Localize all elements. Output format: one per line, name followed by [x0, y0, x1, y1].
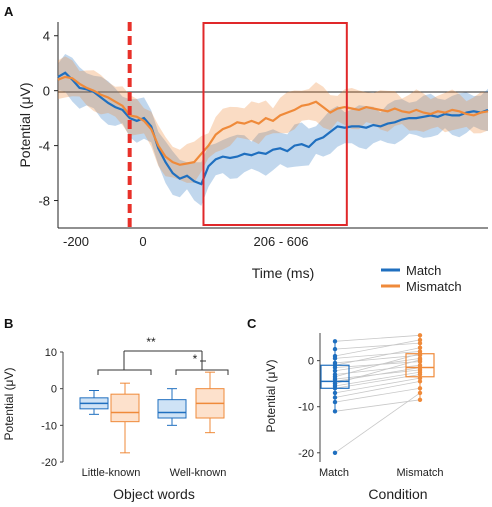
mismatch-point — [417, 365, 423, 370]
mismatch-point — [417, 375, 423, 381]
panel-a-label: A — [4, 4, 14, 19]
paired-line — [334, 387, 421, 403]
match-point — [332, 365, 338, 370]
legend-mismatch-label: Mismatch — [406, 279, 462, 294]
mismatch-point — [417, 351, 423, 356]
paired-line — [334, 357, 421, 372]
panel-c-label: C — [247, 316, 257, 331]
a-y-axis-title: Potential (μV) — [17, 82, 33, 167]
significance-star: * — [193, 352, 198, 366]
match-point — [332, 386, 338, 391]
significance-double-star: ** — [146, 335, 156, 349]
match-point — [332, 339, 338, 344]
c-category-match: Match — [319, 467, 349, 479]
b-box-mismatch — [110, 382, 140, 454]
b-ytick-label: 0 — [51, 384, 57, 396]
a-ytick-label: -4 — [38, 139, 50, 154]
paired-line — [334, 392, 421, 454]
paired-line — [334, 339, 421, 357]
a-ytick-label: 0 — [43, 84, 50, 99]
mismatch-point — [417, 340, 423, 346]
match-point — [332, 346, 338, 352]
b-category-little-known: Little-known — [82, 467, 141, 479]
a-ytick-label: -8 — [38, 194, 50, 209]
paired-line — [334, 347, 421, 366]
c-x-axis-title: Condition — [368, 486, 427, 502]
mismatch-point — [417, 333, 423, 338]
a-window-label: 206 - 606 — [254, 234, 309, 249]
panel-a-chart: 4 0 -4 -8 -200 0 206 - 606 Time (ms) Potent… — [17, 22, 489, 294]
a-xtick-label: 0 — [139, 234, 146, 249]
mismatch-point — [417, 337, 423, 343]
b-y-axis-title: Potential (μV) — [2, 368, 16, 441]
mismatch-series-line — [57, 75, 489, 166]
match-error-band — [58, 54, 488, 206]
mismatch-point — [417, 357, 423, 362]
mismatch-point — [417, 379, 423, 384]
legend-match-label: Match — [406, 263, 441, 278]
paired-line — [334, 380, 421, 398]
c-y-axis-title: Potential (μV) — [264, 360, 278, 433]
match-point — [332, 368, 338, 373]
b-box-match — [157, 388, 187, 426]
b-x-axis-title: Object words — [113, 486, 195, 502]
significance-brackets — [97, 350, 229, 375]
match-series-line — [57, 71, 489, 186]
c-category-mismatch: Mismatch — [396, 467, 443, 479]
time-window-box — [202, 22, 348, 226]
legend: Match Mismatch — [381, 263, 462, 294]
b-ytick-label: -20 — [41, 457, 57, 469]
mismatch-point — [417, 386, 423, 391]
paired-line — [334, 334, 421, 342]
b-ytick-label: -10 — [41, 420, 57, 432]
c-ytick-label: 0 — [308, 356, 314, 368]
c-ytick-label: -10 — [298, 402, 314, 414]
match-point — [332, 450, 338, 455]
mismatch-point — [417, 372, 423, 377]
c-ytick-label: -20 — [298, 448, 314, 460]
paired-line — [334, 377, 421, 394]
a-xtick-label: -200 — [63, 234, 89, 249]
mismatch-point — [417, 397, 423, 403]
mismatch-point — [417, 345, 423, 350]
b-ytick-label: 10 — [45, 347, 57, 359]
match-point — [332, 409, 338, 414]
mismatch-point — [417, 390, 423, 396]
b-box-match — [79, 390, 109, 415]
paired-line — [334, 351, 421, 359]
panel-b-chart: 10 0 -10 -20 ** * Little-known Well-known O… — [2, 335, 229, 502]
b-category-well-known: Well-known — [170, 467, 227, 479]
match-point — [332, 395, 338, 400]
paired-line — [334, 342, 421, 350]
match-point — [332, 390, 338, 396]
panel-b-label: B — [4, 316, 13, 331]
match-point — [332, 356, 338, 361]
paired-line — [334, 399, 421, 412]
a-ytick-label: 4 — [43, 29, 50, 44]
a-x-axis-title: Time (ms) — [252, 265, 314, 281]
b-box-mismatch — [195, 371, 225, 434]
panel-c-chart: 0 -10 -20 Match Mismatch Condition Potenti… — [264, 333, 444, 502]
match-point — [332, 399, 338, 405]
